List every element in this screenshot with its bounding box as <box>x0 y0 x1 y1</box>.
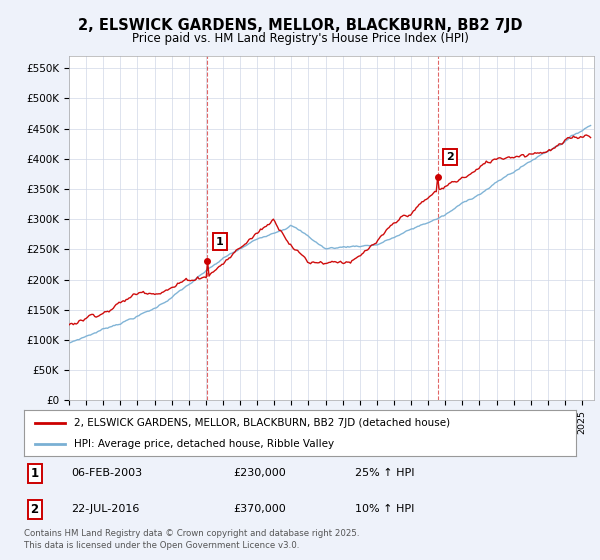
Text: Contains HM Land Registry data © Crown copyright and database right 2025.
This d: Contains HM Land Registry data © Crown c… <box>24 529 359 550</box>
Text: Price paid vs. HM Land Registry's House Price Index (HPI): Price paid vs. HM Land Registry's House … <box>131 32 469 45</box>
Text: 2: 2 <box>31 503 39 516</box>
Text: 2, ELSWICK GARDENS, MELLOR, BLACKBURN, BB2 7JD: 2, ELSWICK GARDENS, MELLOR, BLACKBURN, B… <box>78 18 522 33</box>
Text: 06-FEB-2003: 06-FEB-2003 <box>71 468 142 478</box>
Text: 2, ELSWICK GARDENS, MELLOR, BLACKBURN, BB2 7JD (detached house): 2, ELSWICK GARDENS, MELLOR, BLACKBURN, B… <box>74 418 450 428</box>
Text: 25% ↑ HPI: 25% ↑ HPI <box>355 468 415 478</box>
Text: 2: 2 <box>446 152 454 162</box>
Text: 22-JUL-2016: 22-JUL-2016 <box>71 505 139 515</box>
Text: HPI: Average price, detached house, Ribble Valley: HPI: Average price, detached house, Ribb… <box>74 439 334 449</box>
Text: 10% ↑ HPI: 10% ↑ HPI <box>355 505 415 515</box>
Text: £230,000: £230,000 <box>234 468 287 478</box>
Text: £370,000: £370,000 <box>234 505 287 515</box>
Text: 1: 1 <box>31 467 39 480</box>
Text: 1: 1 <box>216 236 224 246</box>
